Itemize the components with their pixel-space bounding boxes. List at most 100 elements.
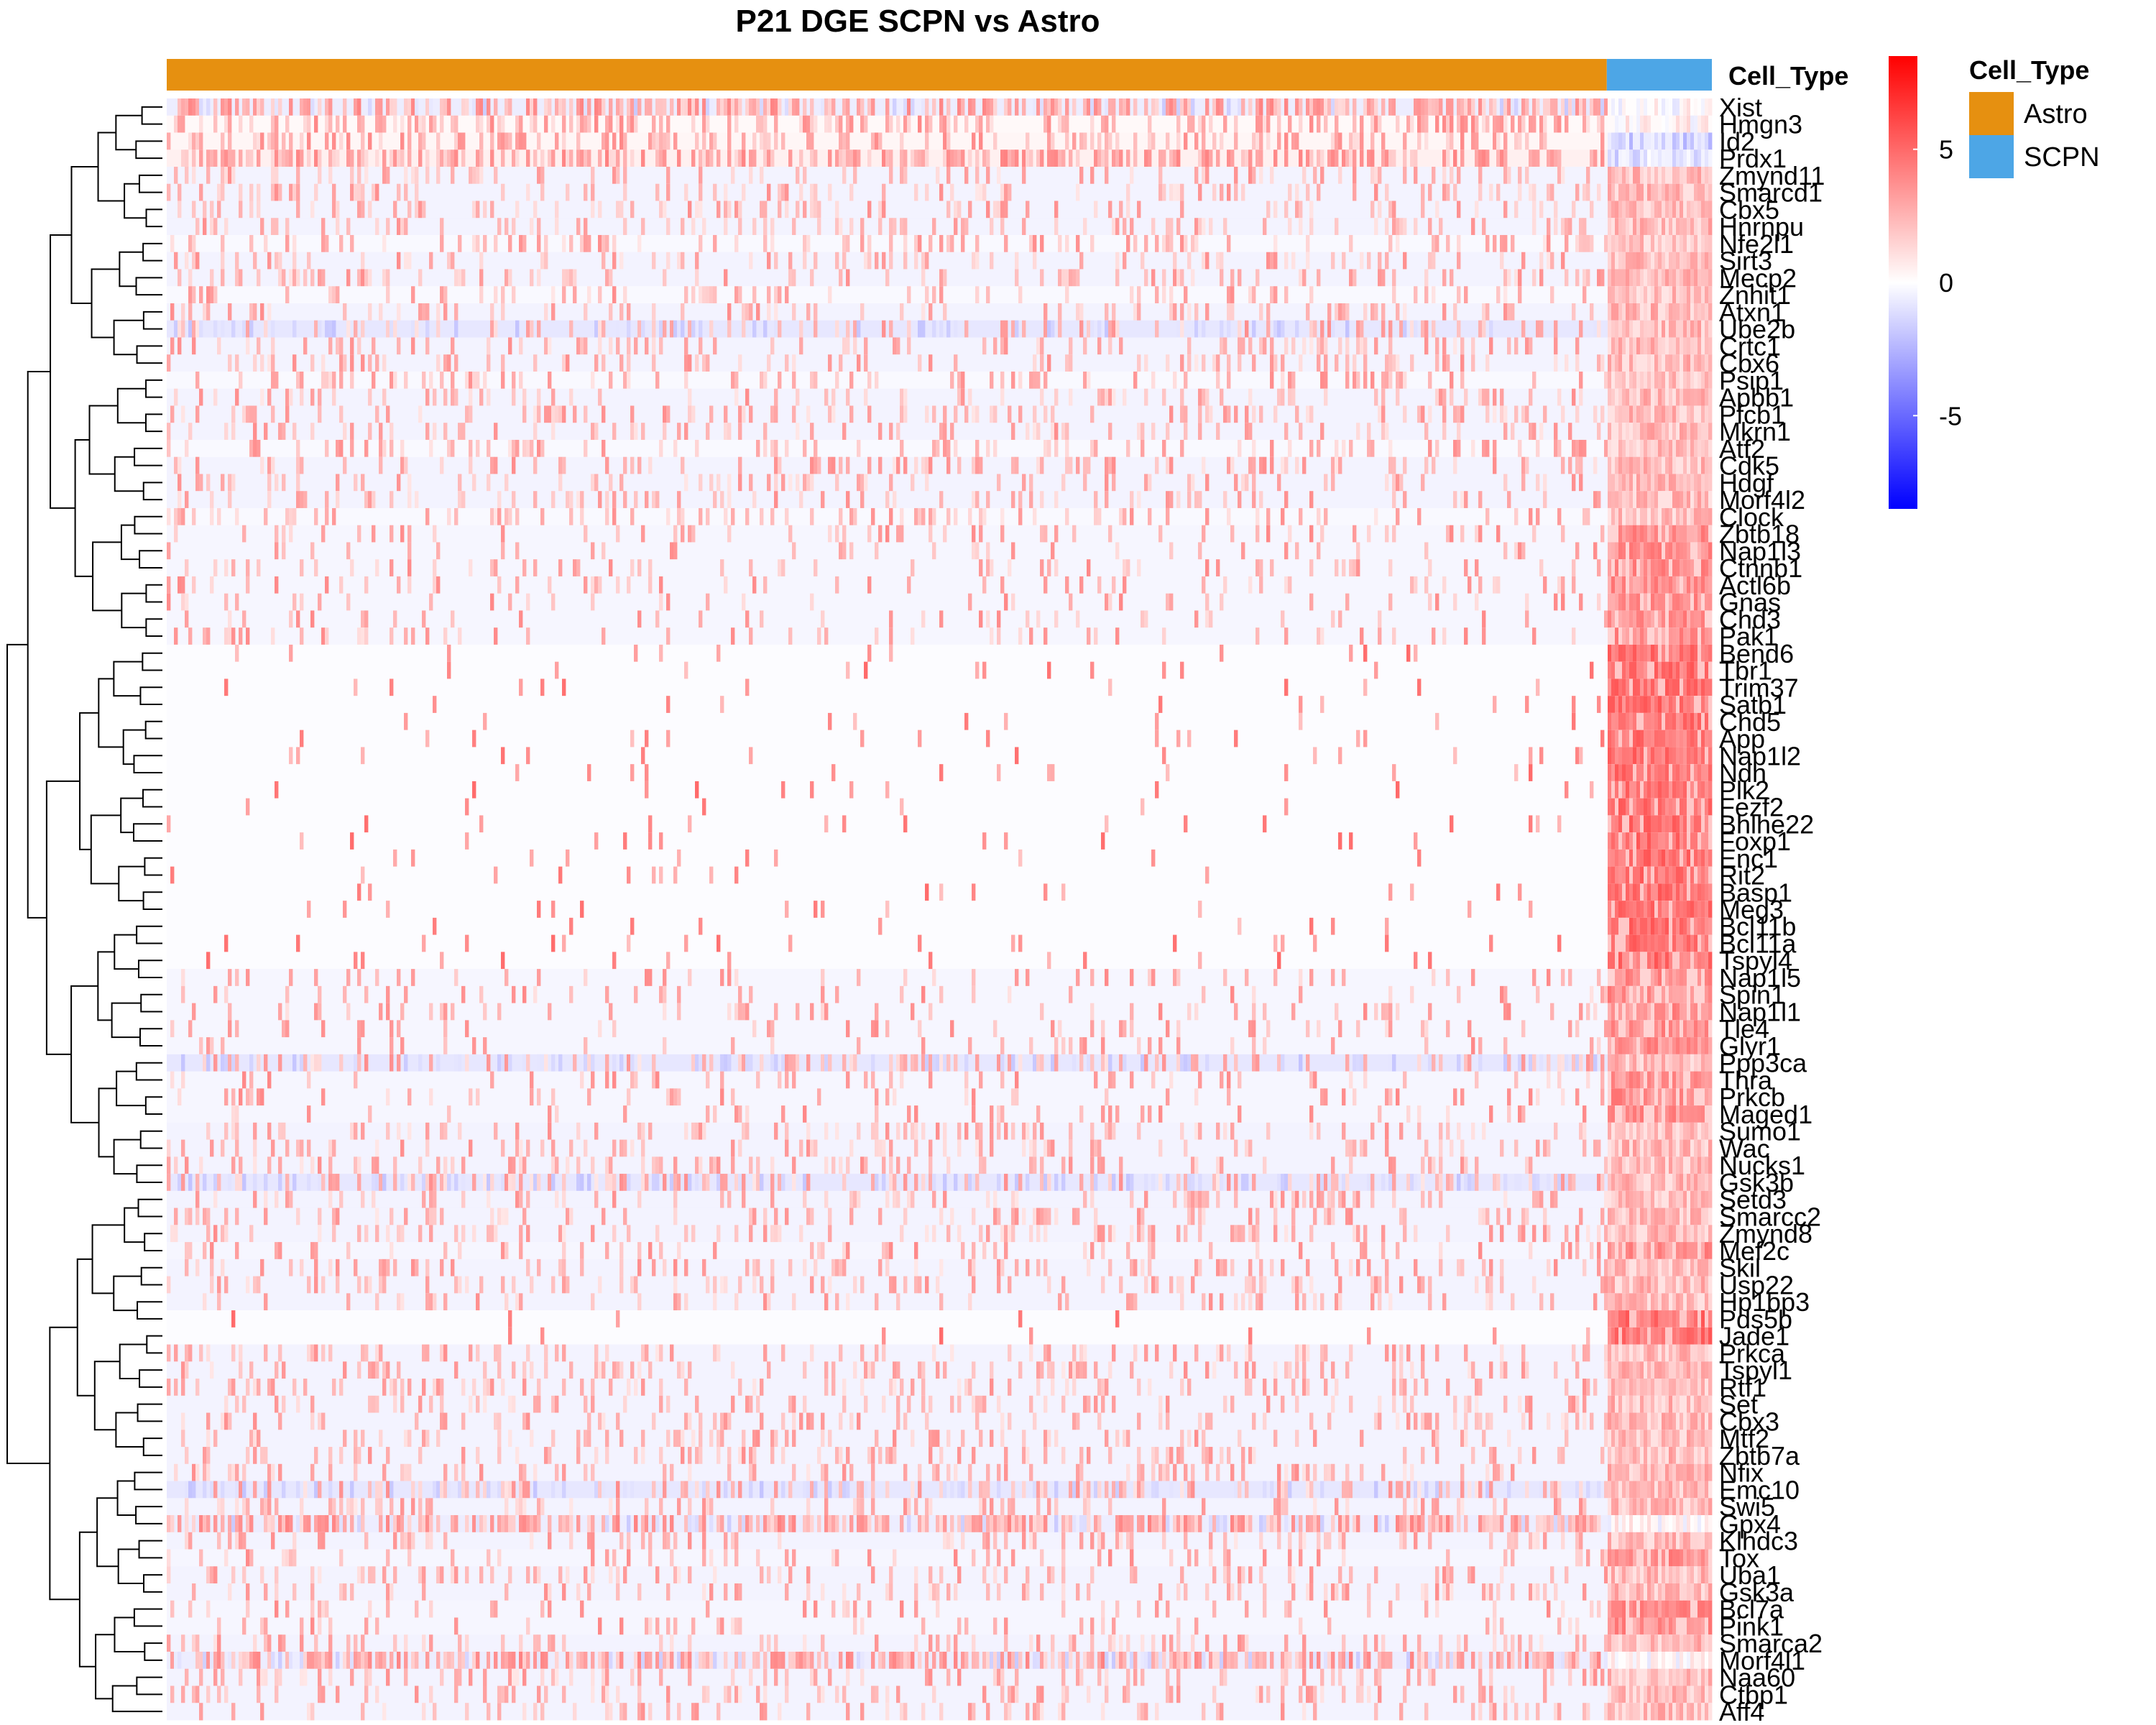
heatmap-cell <box>292 234 297 253</box>
heatmap-cell <box>1676 849 1680 868</box>
heatmap-cell <box>343 303 347 321</box>
heatmap-cell <box>713 234 717 253</box>
heatmap-cell <box>1676 269 1680 287</box>
heatmap-cell <box>623 832 627 850</box>
heatmap-cell <box>842 337 847 355</box>
heatmap-cell <box>267 474 272 492</box>
heatmap-cell <box>1701 627 1705 645</box>
heatmap-cell <box>1396 474 1400 492</box>
heatmap-cell <box>598 98 602 116</box>
heatmap-cell <box>835 320 839 338</box>
heatmap-cell <box>167 507 171 526</box>
heatmap-cell <box>1313 747 1317 765</box>
heatmap-cell <box>1036 337 1041 355</box>
heatmap-cell <box>1309 115 1314 133</box>
heatmap-cell <box>1464 115 1468 133</box>
heatmap-cell <box>1194 166 1199 185</box>
heatmap-cell <box>1266 507 1271 526</box>
heatmap-cell <box>318 388 322 406</box>
heatmap-cell <box>1155 730 1159 748</box>
heatmap-cell <box>461 132 466 150</box>
heatmap-cell <box>1651 730 1655 748</box>
heatmap-cell <box>530 218 534 236</box>
heatmap-cell <box>745 507 750 526</box>
heatmap-cell <box>1047 952 1051 970</box>
heatmap-cell <box>699 286 703 304</box>
heatmap-cell <box>1676 576 1680 594</box>
heatmap-cell <box>1683 593 1687 611</box>
heatmap-cell <box>1680 952 1684 970</box>
heatmap-cell <box>1543 132 1547 150</box>
heatmap-cell <box>1514 507 1519 526</box>
heatmap-cell <box>1705 456 1709 474</box>
heatmap-cell <box>188 423 193 441</box>
heatmap-cell <box>1223 491 1227 509</box>
heatmap-cell <box>361 866 365 884</box>
heatmap-row-bcl11b <box>167 917 1713 936</box>
heatmap-cell <box>1561 456 1565 474</box>
heatmap-cell <box>1608 678 1612 696</box>
heatmap-cell <box>1184 815 1188 833</box>
heatmap-cell <box>727 423 732 441</box>
heatmap-cell <box>278 423 282 441</box>
heatmap-cell <box>1690 849 1695 868</box>
heatmap-cell <box>1565 234 1569 253</box>
heatmap-cell <box>336 218 340 236</box>
heatmap-cell <box>1169 456 1174 474</box>
heatmap-cell <box>1608 252 1612 270</box>
heatmap-cell <box>275 150 279 167</box>
heatmap-cell <box>1640 166 1644 185</box>
heatmap-cell <box>562 934 566 952</box>
heatmap-cell <box>1644 132 1648 150</box>
heatmap-cell <box>343 354 347 372</box>
heatmap-cell <box>1317 337 1321 355</box>
heatmap-cell <box>1532 150 1537 167</box>
heatmap-cell <box>810 150 814 167</box>
heatmap-cell <box>1672 303 1677 321</box>
heatmap-cell <box>1259 166 1263 185</box>
heatmap-cell <box>609 371 613 390</box>
heatmap-cell <box>1705 388 1709 406</box>
heatmap-cell <box>885 115 890 133</box>
heatmap-cell <box>1464 286 1468 304</box>
heatmap-cell <box>569 98 573 116</box>
heatmap-cell <box>1665 866 1669 884</box>
heatmap-cell <box>1313 934 1317 952</box>
heatmap-cell <box>231 627 236 645</box>
heatmap-cell <box>1345 354 1350 372</box>
heatmap-cell <box>1094 491 1098 509</box>
heatmap-cell <box>364 610 369 628</box>
heatmap-cell <box>846 132 850 150</box>
heatmap-cell <box>760 98 764 116</box>
heatmap-cell <box>587 764 591 782</box>
heatmap-cell <box>921 610 926 628</box>
heatmap-cell <box>972 525 976 543</box>
heatmap-cell <box>849 150 854 167</box>
heatmap-cell <box>576 132 581 150</box>
heatmap-cell <box>224 559 229 577</box>
heatmap-cell <box>271 627 275 645</box>
heatmap-cell <box>900 303 904 321</box>
heatmap-cell <box>605 115 609 133</box>
heatmap-cell <box>1683 337 1687 355</box>
heatmap-cell <box>174 388 178 406</box>
heatmap-cell <box>666 405 671 423</box>
heatmap-cell <box>328 150 333 167</box>
heatmap-cell <box>192 201 196 218</box>
heatmap-cell <box>1202 354 1206 372</box>
heatmap-cell <box>1662 730 1666 748</box>
heatmap-cell <box>1701 678 1705 696</box>
heatmap-cell <box>1626 405 1630 423</box>
heatmap-cell <box>1622 286 1626 304</box>
heatmap-cell <box>1618 354 1623 372</box>
heatmap-cell <box>1626 303 1630 321</box>
heatmap-cell <box>824 115 829 133</box>
heatmap-cell <box>346 218 351 236</box>
heatmap-cell <box>1554 320 1558 338</box>
heatmap-cell <box>1683 730 1687 748</box>
heatmap-cell <box>1669 474 1673 492</box>
heatmap-cell <box>1105 491 1109 509</box>
heatmap-cell <box>1636 627 1641 645</box>
heatmap-cell <box>1615 798 1619 816</box>
heatmap-cell <box>1435 201 1439 218</box>
